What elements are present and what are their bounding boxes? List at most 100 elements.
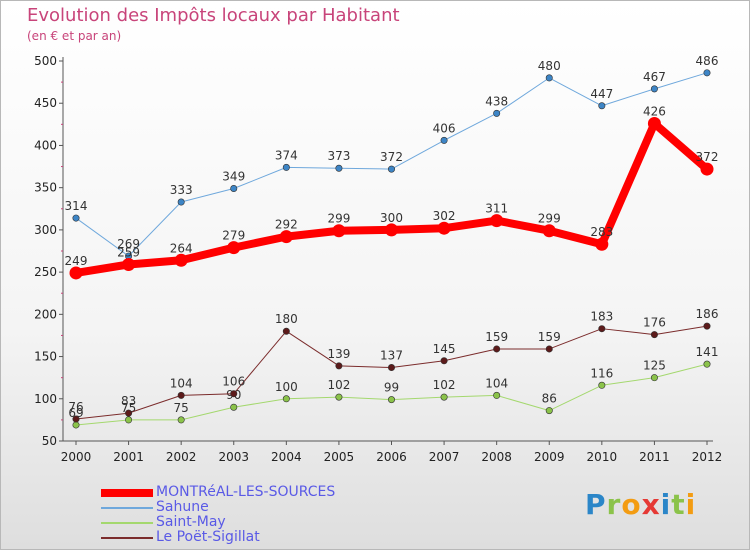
- data-label: 69: [68, 406, 83, 420]
- x-tick-label: 2002: [166, 450, 197, 464]
- data-label: 300: [380, 211, 403, 225]
- data-point: [493, 391, 501, 399]
- data-label: 125: [643, 359, 666, 373]
- data-label: 139: [327, 347, 350, 361]
- data-point: [545, 74, 553, 82]
- data-point: [387, 364, 395, 372]
- data-label: 406: [433, 121, 456, 135]
- data-point: [387, 396, 395, 404]
- data-point: [440, 357, 448, 365]
- data-label: 283: [590, 225, 613, 239]
- data-point: [125, 416, 133, 424]
- data-point: [385, 223, 398, 237]
- series-0: 249 259 264 279 292 299 300 302 311 299 283 426 372: [65, 104, 719, 280]
- data-label: 145: [433, 342, 456, 356]
- y-tick-label: 450: [34, 96, 57, 110]
- y-tick-label: 150: [34, 350, 57, 364]
- data-point: [545, 345, 553, 353]
- data-label: 137: [380, 349, 403, 363]
- y-tick-label: 400: [34, 138, 57, 152]
- x-tick-label: 2003: [218, 450, 249, 464]
- data-point: [282, 395, 290, 403]
- data-label: 106: [222, 375, 245, 389]
- data-point: [437, 221, 451, 235]
- x-tick-label: 2006: [376, 450, 407, 464]
- legend-label: Le Poët-Sigillat: [156, 529, 260, 545]
- data-label: 279: [222, 229, 245, 243]
- data-point: [230, 403, 238, 411]
- data-point: [598, 325, 606, 333]
- data-point: [650, 85, 658, 93]
- data-label: 269: [117, 237, 140, 251]
- legend-label: Sahune: [156, 499, 209, 515]
- x-tick-label: 2007: [429, 450, 460, 464]
- y-tick-label: 250: [34, 265, 57, 279]
- legend-label: MONTRéAL-LES-SOURCES: [156, 484, 336, 500]
- legend-swatch: [101, 537, 153, 539]
- x-tick-label: 2004: [271, 450, 302, 464]
- y-tick-label: 350: [34, 181, 57, 195]
- data-point: [335, 362, 343, 370]
- data-label: 76: [68, 400, 83, 414]
- data-point: [72, 214, 80, 222]
- x-tick-label: 2012: [692, 450, 723, 464]
- data-point: [700, 162, 714, 176]
- data-point: [335, 164, 343, 172]
- y-tick-label: 500: [34, 54, 57, 68]
- data-label: 480: [538, 59, 561, 73]
- proxiti-logo: Proxiti: [585, 488, 697, 521]
- data-point: [227, 241, 241, 255]
- data-label: 104: [485, 376, 508, 390]
- data-point: [230, 390, 238, 398]
- data-label: 372: [380, 150, 403, 164]
- series-3: 76 83 104 106 180 139 137 145 159 159 183 176 186: [68, 307, 719, 423]
- data-label: 299: [327, 212, 350, 226]
- y-tick-label: 100: [34, 392, 57, 406]
- data-point: [598, 381, 606, 389]
- x-tick-label: 2005: [324, 450, 355, 464]
- data-label: 292: [275, 218, 298, 232]
- data-point: [177, 391, 185, 399]
- data-label: 180: [275, 312, 298, 326]
- data-label: 259: [117, 246, 140, 260]
- y-tick-label: 300: [34, 223, 57, 237]
- x-tick-label: 2009: [534, 450, 565, 464]
- data-label: 311: [485, 202, 508, 216]
- data-label: 102: [433, 378, 456, 392]
- data-label: 447: [590, 87, 613, 101]
- data-label: 372: [696, 150, 719, 164]
- data-label: 374: [275, 148, 298, 162]
- data-point: [177, 416, 185, 424]
- data-label: 176: [643, 316, 666, 330]
- x-tick-label: 2001: [113, 450, 144, 464]
- data-point: [279, 230, 293, 244]
- data-label: 426: [643, 104, 666, 118]
- data-point: [545, 407, 553, 415]
- data-point: [650, 374, 658, 382]
- data-label: 183: [590, 310, 613, 324]
- data-label: 302: [433, 209, 456, 223]
- data-label: 186: [696, 307, 719, 321]
- data-label: 438: [485, 94, 508, 108]
- data-label: 104: [170, 376, 193, 390]
- data-point: [282, 163, 290, 171]
- data-point: [650, 331, 658, 339]
- data-label: 159: [538, 330, 561, 344]
- data-label: 99: [384, 381, 399, 395]
- data-label: 349: [222, 170, 245, 184]
- data-point: [230, 185, 238, 193]
- data-point: [542, 224, 556, 238]
- data-label: 86: [542, 392, 557, 406]
- data-label: 102: [327, 378, 350, 392]
- data-point: [703, 69, 711, 77]
- data-label: 83: [121, 394, 136, 408]
- series-2: 697575901001029910210486116125141: [68, 345, 718, 429]
- data-point: [598, 102, 606, 110]
- data-point: [72, 415, 80, 423]
- data-point: [387, 165, 395, 173]
- data-point: [493, 345, 501, 353]
- chart-title: Evolution des Impôts locaux par Habitant: [27, 5, 400, 26]
- data-label: 373: [327, 149, 350, 163]
- series-layer: 314 269 333 349 374 373 372 406 438 480 447 467 486 6…: [65, 54, 719, 429]
